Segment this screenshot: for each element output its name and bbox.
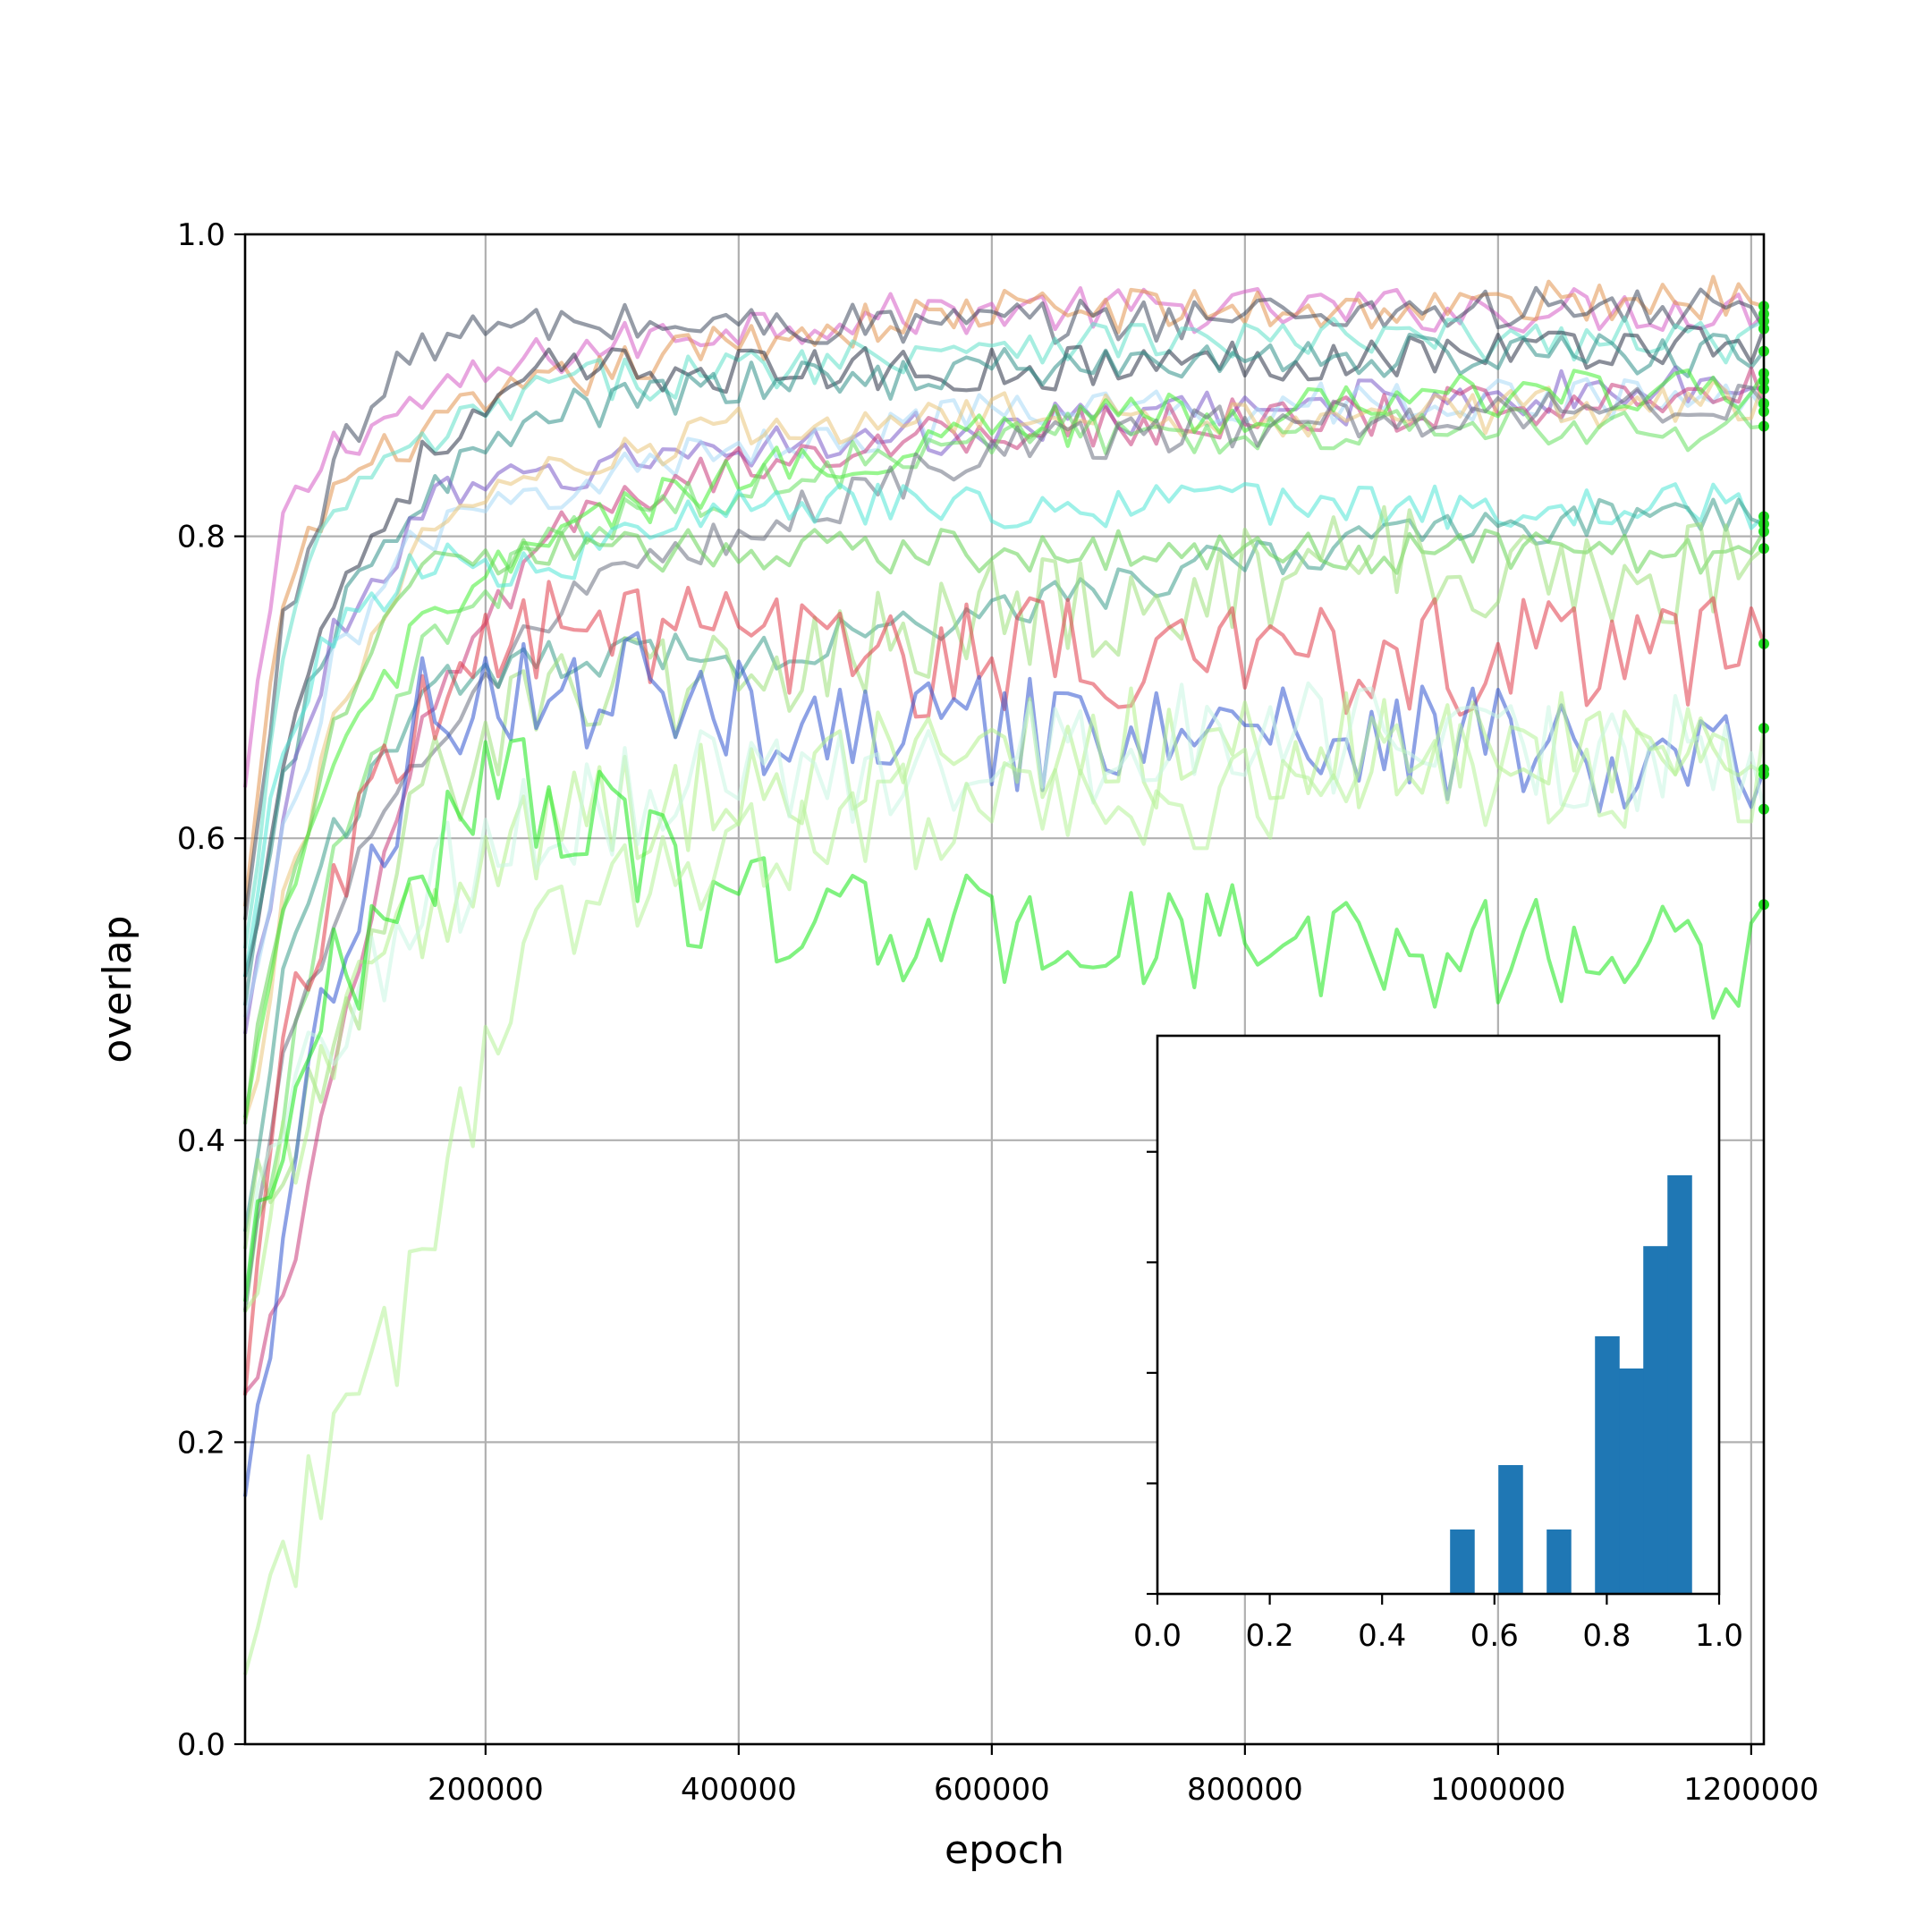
series-line xyxy=(242,580,1766,1396)
series-line xyxy=(242,528,1766,1125)
series-line xyxy=(242,497,1765,1233)
inset-x-tick-label: 1.0 xyxy=(1695,1618,1743,1654)
y-tick-label: 0.2 xyxy=(177,1425,225,1461)
y-tick-label: 0.4 xyxy=(177,1123,225,1159)
histogram-bar xyxy=(1643,1246,1668,1594)
series-line xyxy=(242,285,1766,920)
series-line xyxy=(242,737,1766,1302)
inset-x-tick-label: 0.4 xyxy=(1358,1618,1406,1654)
histogram-bar xyxy=(1450,1530,1475,1594)
inset-x-tick-label: 0.8 xyxy=(1582,1618,1631,1654)
y-tick-label: 0.8 xyxy=(177,520,225,555)
series-line xyxy=(242,707,1767,1675)
series-line xyxy=(242,325,1766,978)
y-axis-label: overlap xyxy=(95,915,140,1063)
inset-x-tick-label: 0.2 xyxy=(1246,1618,1294,1654)
inset-x-ticks: 0.0 0.2 0.4 0.6 0.8 1.0 xyxy=(1133,1594,1743,1654)
series-line xyxy=(242,379,1766,1121)
y-tick-label: 0.6 xyxy=(177,821,225,857)
series-line xyxy=(242,285,1766,788)
x-axis-label: epoch xyxy=(945,1827,1064,1873)
histogram-bar xyxy=(1595,1336,1620,1594)
series-line xyxy=(243,686,1766,1312)
main-lines xyxy=(242,275,1767,1675)
histogram-bar xyxy=(1546,1530,1572,1594)
x-tick-label: 1200000 xyxy=(1683,1772,1818,1808)
inset-x-tick-label: 0.6 xyxy=(1470,1618,1519,1654)
inset-axes-frame xyxy=(1156,1034,1721,1596)
series-line xyxy=(242,333,1766,1006)
histogram-bar xyxy=(1619,1368,1644,1594)
main-x-ticks: 200000 400000 600000 800000 1000000 1200000 xyxy=(428,1744,1819,1808)
series-line xyxy=(242,368,1766,1118)
x-tick-label: 1000000 xyxy=(1430,1772,1565,1808)
series-line xyxy=(242,315,1765,949)
series-line xyxy=(242,482,1766,978)
inset-bars xyxy=(1450,1175,1692,1594)
x-tick-label: 400000 xyxy=(681,1772,797,1808)
histogram-bar xyxy=(1667,1175,1692,1594)
inset-y-ticks xyxy=(1147,1150,1157,1596)
main-y-ticks: 0.0 0.2 0.4 0.6 0.8 1.0 xyxy=(177,217,245,1763)
series-line xyxy=(242,631,1766,1497)
histogram-bar xyxy=(1498,1465,1523,1594)
x-tick-label: 800000 xyxy=(1187,1772,1303,1808)
x-tick-label: 600000 xyxy=(934,1772,1050,1808)
series-line xyxy=(242,377,1766,1018)
series-line xyxy=(242,504,1766,1250)
x-tick-label: 200000 xyxy=(428,1772,544,1808)
inset-histogram-axes: 0.0 0.2 0.4 0.6 0.8 1.0 xyxy=(1133,1034,1743,1654)
main-axes-frame xyxy=(243,233,1766,1746)
y-tick-label: 1.0 xyxy=(177,217,225,253)
y-tick-label: 0.0 xyxy=(177,1727,225,1763)
inset-x-tick-label: 0.0 xyxy=(1133,1618,1182,1654)
